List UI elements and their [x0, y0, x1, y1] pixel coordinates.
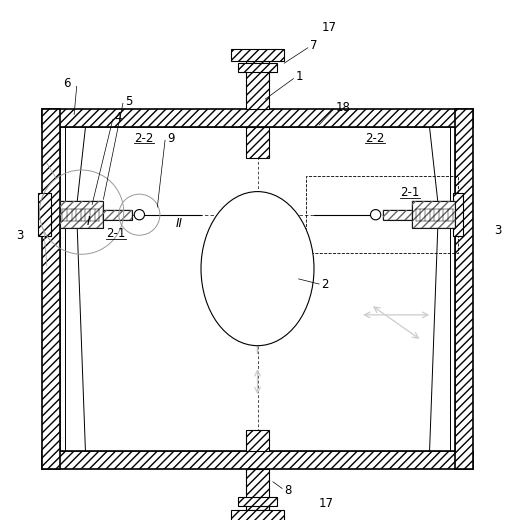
Bar — [38, 193, 50, 236]
Bar — [246, 431, 269, 451]
Text: 2-1: 2-1 — [106, 227, 125, 240]
Bar — [455, 110, 473, 469]
Bar — [60, 201, 104, 228]
Bar — [42, 110, 60, 469]
Text: 2: 2 — [321, 278, 329, 290]
Circle shape — [134, 210, 145, 220]
Text: 3: 3 — [16, 229, 24, 242]
Bar — [231, 50, 284, 61]
Text: 2-2: 2-2 — [365, 132, 385, 145]
Text: 9: 9 — [167, 132, 175, 145]
Bar — [453, 193, 463, 236]
Bar — [42, 451, 473, 469]
Text: 2-2: 2-2 — [134, 132, 153, 145]
Bar — [306, 176, 458, 253]
Bar — [231, 510, 284, 521]
Text: 5: 5 — [125, 95, 132, 108]
Text: 17: 17 — [322, 21, 337, 34]
Bar — [246, 469, 269, 510]
Bar — [383, 210, 411, 220]
Circle shape — [370, 210, 381, 220]
Text: I: I — [87, 215, 91, 228]
Text: 1: 1 — [296, 70, 303, 83]
Bar — [238, 496, 277, 506]
Text: 4: 4 — [115, 111, 122, 124]
Bar — [104, 210, 132, 220]
Ellipse shape — [201, 192, 314, 346]
Bar — [383, 210, 411, 220]
Text: 17: 17 — [319, 497, 334, 510]
Bar — [238, 63, 277, 72]
Bar — [104, 210, 132, 220]
Bar — [246, 128, 269, 158]
Text: 2-1: 2-1 — [400, 186, 420, 199]
Text: 8: 8 — [284, 483, 291, 496]
Text: 6: 6 — [63, 77, 71, 90]
Bar — [60, 128, 455, 451]
Bar — [411, 201, 455, 228]
Text: 7: 7 — [310, 39, 317, 52]
Bar — [411, 201, 455, 228]
Bar — [60, 201, 104, 228]
Text: 3: 3 — [494, 223, 501, 237]
Bar — [246, 61, 269, 110]
Bar — [42, 110, 473, 128]
Text: 18: 18 — [336, 101, 350, 114]
Text: II: II — [175, 217, 182, 230]
